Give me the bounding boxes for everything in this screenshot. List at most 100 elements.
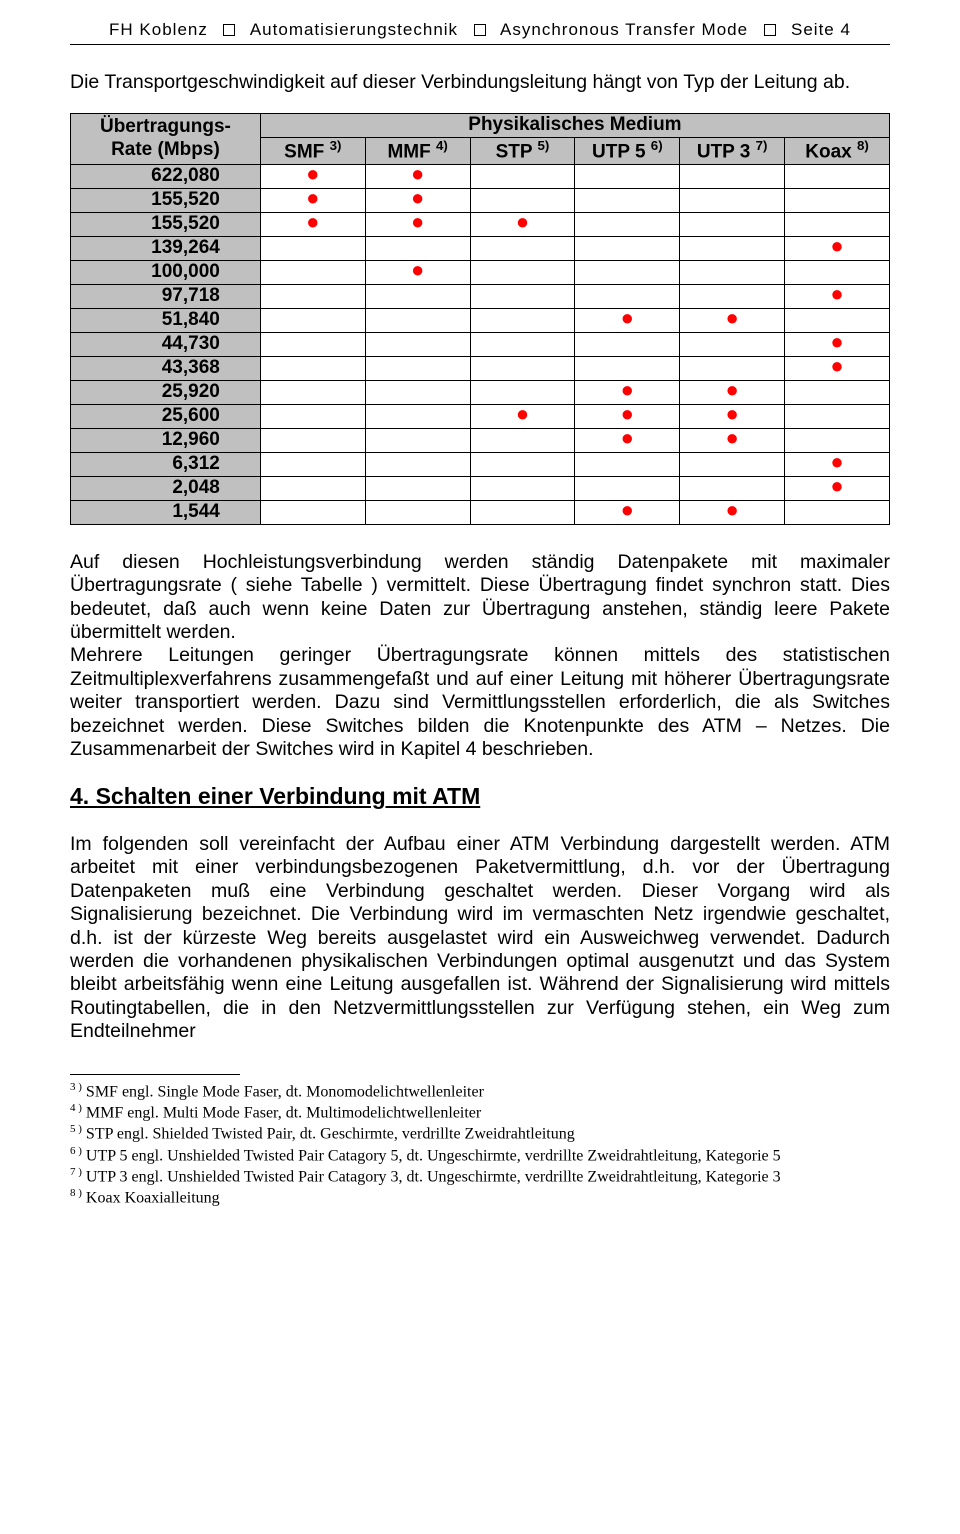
medium-cell: ● [575,500,680,524]
medium-cell [575,164,680,188]
header-dept: Automatisierungstechnik [250,20,458,39]
medium-cell: ● [470,404,575,428]
footnote: 4 ) MMF engl. Multi Mode Faser, dt. Mult… [70,1102,890,1123]
table-row: 25,600●●● [71,404,890,428]
dot-icon: ● [411,257,424,282]
medium-cell [365,428,470,452]
rate-cell: 622,080 [71,164,261,188]
rate-cell: 25,600 [71,404,261,428]
dot-icon: ● [621,305,634,330]
dot-icon: ● [726,401,739,426]
footnote: 6 ) UTP 5 engl. Unshielded Twisted Pair … [70,1145,890,1166]
medium-cell [365,404,470,428]
medium-cell [260,308,365,332]
medium-cell [680,164,785,188]
dot-icon: ● [726,425,739,450]
header-org: FH Koblenz [109,20,208,39]
table-row: 97,718 ● [71,284,890,308]
medium-cell: ● [785,236,890,260]
medium-cell [785,404,890,428]
column-header: STP 5) [470,137,575,164]
medium-cell [680,452,785,476]
medium-cell [680,260,785,284]
dot-icon: ● [621,497,634,522]
table-row: 139,264● [71,236,890,260]
body-paragraph: Im folgenden soll vereinfacht der Aufbau… [70,833,890,1044]
medium-cell [365,332,470,356]
medium-cell [470,452,575,476]
medium-cell: ● [470,212,575,236]
medium-cell [260,236,365,260]
medium-cell [470,308,575,332]
medium-cell [785,164,890,188]
medium-cell [260,356,365,380]
footnote: 7 ) UTP 3 engl. Unshielded Twisted Pair … [70,1166,890,1187]
medium-cell [575,452,680,476]
medium-cell [260,260,365,284]
table-row: 1,544 ● ● [71,500,890,524]
dot-icon: ● [516,401,529,426]
medium-cell [680,236,785,260]
table-row: 44,730● [71,332,890,356]
table-row: 12,960●● [71,428,890,452]
medium-cell [575,236,680,260]
medium-cell [260,452,365,476]
dot-icon: ● [621,425,634,450]
medium-cell [365,452,470,476]
rate-header: Übertragungs- Rate (Mbps) [71,113,261,164]
rate-cell: 51,840 [71,308,261,332]
dot-icon: ● [726,305,739,330]
medium-cell: ● [575,308,680,332]
medium-cell [260,476,365,500]
separator-icon [474,24,486,36]
medium-cell: ● [365,260,470,284]
medium-cell [365,308,470,332]
header-topic: Asynchronous Transfer Mode [500,20,748,39]
medium-cell [470,500,575,524]
medium-cell [260,380,365,404]
medium-cell: ● [785,476,890,500]
body-paragraph: Auf diesen Hochleistungsverbindung werde… [70,551,890,762]
table-row: 43,368● [71,356,890,380]
dot-icon: ● [830,281,843,306]
page-header: FH Koblenz Automatisierungstechnik Async… [70,20,890,40]
column-header: UTP 5 6) [575,137,680,164]
medium-cell [365,476,470,500]
medium-cell: ● [680,428,785,452]
footnote: 8 ) Koax Koaxialleitung [70,1187,890,1208]
rate-cell: 100,000 [71,260,261,284]
rate-cell: 97,718 [71,284,261,308]
rate-table: Übertragungs- Rate (Mbps) Physikalisches… [70,113,890,525]
dot-icon: ● [726,377,739,402]
table-row: 51,840 ● ● [71,308,890,332]
header-rule [70,44,890,45]
medium-cell [470,164,575,188]
rate-cell: 2,048 [71,476,261,500]
footnotes: 3 ) SMF engl. Single Mode Faser, dt. Mon… [70,1081,890,1209]
intro-paragraph: Die Transportgeschwindigkeit auf dieser … [70,71,890,94]
medium-cell [470,332,575,356]
medium-cell [470,236,575,260]
dot-icon: ● [726,497,739,522]
medium-cell [575,188,680,212]
medium-cell [785,380,890,404]
rate-cell: 1,544 [71,500,261,524]
medium-cell [680,332,785,356]
medium-cell [680,188,785,212]
column-header: UTP 3 7) [680,137,785,164]
rate-cell: 6,312 [71,452,261,476]
medium-cell [785,500,890,524]
medium-cell: ● [680,308,785,332]
table-row: 2,048 ● [71,476,890,500]
rate-cell: 155,520 [71,188,261,212]
medium-cell [470,284,575,308]
medium-cell [470,260,575,284]
dot-icon: ● [411,209,424,234]
medium-cell [575,260,680,284]
medium-cell [260,284,365,308]
column-header: Koax 8) [785,137,890,164]
table-row: 25,920●● [71,380,890,404]
header-page: Seite 4 [791,20,851,39]
separator-icon [764,24,776,36]
table-head: Übertragungs- Rate (Mbps) Physikalisches… [71,113,890,164]
